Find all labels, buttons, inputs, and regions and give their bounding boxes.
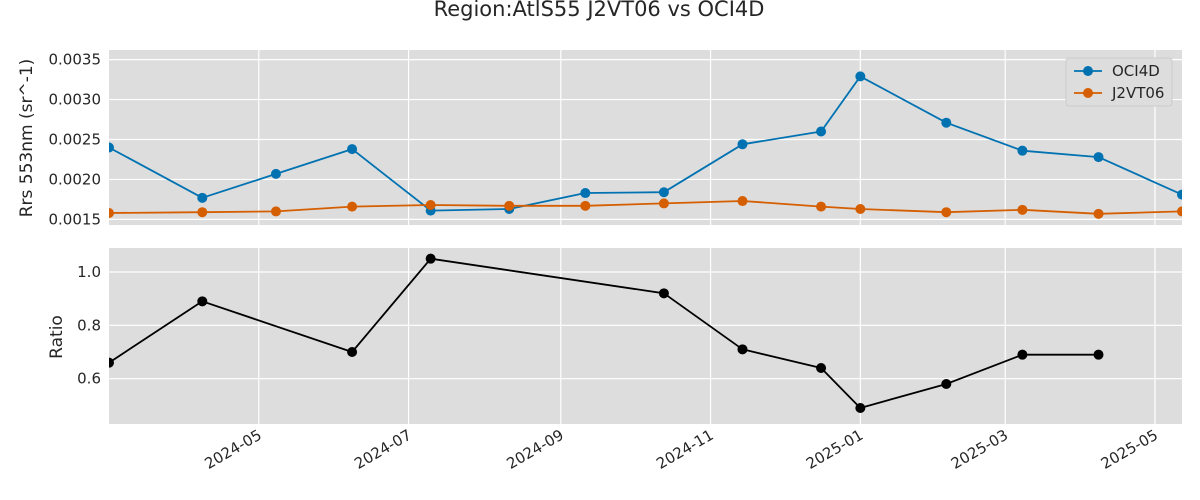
data-point-j2vt06 [1177, 206, 1182, 217]
data-point-oci4d [270, 168, 281, 179]
data-point-oci4d [855, 71, 866, 82]
x-tick-label: 2024-07 [351, 426, 414, 473]
data-point-ratio [737, 344, 748, 355]
data-point-oci4d [658, 187, 669, 198]
x-tick-label: 2025-03 [948, 426, 1011, 473]
panel-top-y-label: Rrs 553nm (sr^-1) [17, 59, 37, 218]
data-point-j2vt06 [425, 200, 436, 211]
data-point-j2vt06 [504, 200, 515, 211]
panel-top-y-ticks: 0.0015 0.0020 0.0025 0.0030 0.0035 [49, 51, 102, 229]
data-point-ratio [1093, 349, 1104, 360]
data-point-j2vt06 [1017, 204, 1028, 215]
data-point-oci4d [1093, 152, 1104, 163]
legend-label-j2vt06: J2VT06 [1111, 84, 1164, 102]
data-point-j2vt06 [270, 206, 281, 217]
panel-top-y-tick-label: 0.0020 [49, 170, 102, 188]
x-tick-label: 2024-05 [202, 426, 265, 473]
panel-bottom-y-tick-label: 0.6 [77, 370, 101, 388]
panel-bottom-y-tick-label: 0.8 [77, 316, 101, 334]
panel-top-background [109, 50, 1182, 225]
panel-bottom-grid [109, 248, 1182, 424]
data-point-ratio [816, 363, 827, 373]
data-point-j2vt06 [855, 204, 866, 215]
panel-bottom-y-label: Ratio [47, 315, 67, 359]
data-point-ratio [425, 253, 436, 264]
panel-top: 0.0015 0.0020 0.0025 0.0030 0.0035 Rrs 553nm… [17, 50, 1182, 229]
panel-bottom-series [109, 253, 1104, 413]
x-tick-label: 2025-01 [803, 426, 866, 473]
data-point-oci4d [347, 144, 358, 155]
legend: OCI4D J2VT06 [1065, 57, 1173, 107]
x-tick-label: 2024-09 [504, 426, 567, 473]
legend-marker-j2vt06 [1083, 88, 1093, 98]
panel-bottom-y-tick-label: 1.0 [77, 263, 101, 281]
data-point-j2vt06 [1093, 208, 1104, 219]
legend-marker-oci4d [1083, 66, 1093, 76]
data-point-ratio [197, 296, 208, 307]
panel-top-y-tick-label: 0.0025 [49, 130, 102, 148]
data-point-oci4d [1017, 145, 1028, 156]
data-point-ratio [658, 288, 669, 299]
x-tick-label: 2025-05 [1098, 426, 1161, 473]
panel-top-y-tick-label: 0.0030 [49, 91, 102, 109]
data-point-j2vt06 [737, 196, 748, 207]
panel-top-grid [109, 50, 1182, 225]
data-point-ratio [855, 403, 866, 413]
x-axis-ticks: 2024-05 2024-07 2024-09 2024-11 2025-01 2025-… [202, 426, 1161, 473]
data-point-j2vt06 [109, 208, 114, 219]
panel-top-y-tick-label: 0.0035 [49, 51, 102, 69]
panel-bottom: 0.6 0.8 1.0 Ratio [47, 248, 1182, 424]
data-point-oci4d [737, 139, 748, 150]
data-point-j2vt06 [816, 201, 827, 212]
data-point-oci4d [197, 192, 208, 203]
legend-label-oci4d: OCI4D [1112, 62, 1160, 80]
data-point-ratio [1017, 349, 1028, 360]
data-point-oci4d [109, 142, 114, 153]
data-point-j2vt06 [347, 201, 358, 212]
data-point-oci4d [941, 117, 952, 128]
panel-top-y-tick-label: 0.0015 [49, 210, 102, 228]
panel-top-series [109, 71, 1182, 219]
data-point-ratio [941, 379, 952, 389]
data-point-j2vt06 [658, 198, 669, 209]
data-point-ratio [109, 357, 114, 368]
data-point-j2vt06 [580, 200, 591, 211]
panel-bottom-y-ticks: 0.6 0.8 1.0 [77, 263, 101, 388]
data-point-j2vt06 [941, 207, 952, 218]
data-point-oci4d [580, 188, 591, 199]
data-point-oci4d [1177, 189, 1182, 200]
data-point-oci4d [816, 126, 827, 137]
x-tick-label: 2024-11 [653, 426, 716, 473]
panel-bottom-background [109, 248, 1182, 424]
data-point-j2vt06 [197, 207, 208, 218]
data-point-ratio [347, 347, 358, 357]
chart-title: Region:AtlS55 J2VT06 vs OCI4D [434, 0, 765, 21]
